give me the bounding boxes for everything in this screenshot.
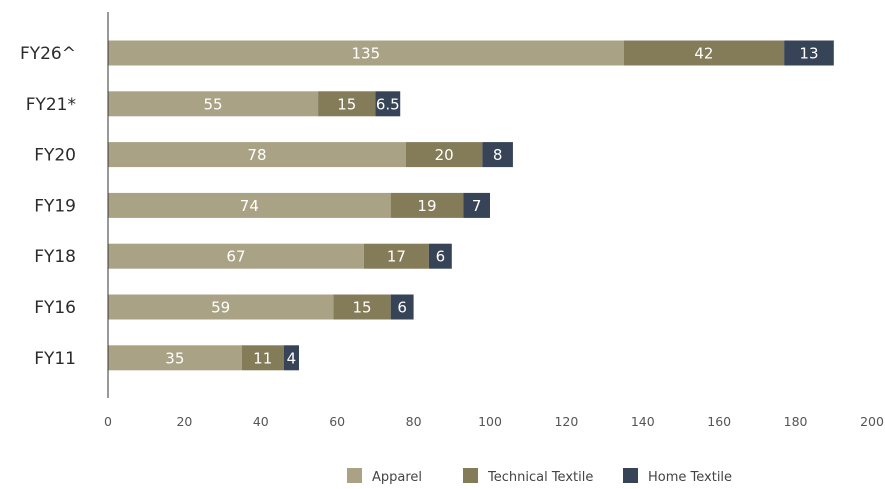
bar-data-label: 19 <box>417 197 436 215</box>
bar-data-label: 7 <box>472 197 482 215</box>
bar-data-label: 6.5 <box>376 95 400 113</box>
category-labels: FY26^ FY21* FY20 FY19 FY18 FY16 FY11 <box>20 44 76 369</box>
bar-data-label: 6 <box>436 248 446 266</box>
bars-layer: 135 42 13 55 15 6.5 78 20 8 74 19 7 67 17 6 59 15 6 35 11 4 <box>108 40 834 371</box>
bar-data-label: 8 <box>493 146 503 164</box>
bar-data-label: 4 <box>287 349 297 367</box>
bar-data-label: 15 <box>352 299 371 317</box>
x-tick-label: 180 <box>784 414 808 429</box>
bar-data-label: 67 <box>226 248 245 266</box>
category-label: FY26^ <box>20 44 76 64</box>
x-tick-label: 160 <box>707 414 731 429</box>
x-tick-label: 120 <box>554 414 578 429</box>
legend-swatch <box>623 468 638 483</box>
x-tick-label: 40 <box>253 414 269 429</box>
bar-segment <box>108 192 391 218</box>
legend-label: Technical Textile <box>487 470 593 485</box>
bar-segment <box>482 142 513 168</box>
bar-data-label: 55 <box>204 95 223 113</box>
bar-segment <box>428 243 452 269</box>
legend-swatch <box>463 468 478 483</box>
category-label: FY11 <box>34 349 76 369</box>
x-tick-label: 200 <box>860 414 884 429</box>
legend: Apparel Technical Textile Home Textile <box>347 468 732 485</box>
bar-segment <box>241 345 284 371</box>
bar-segment <box>318 91 376 117</box>
bar-segment <box>375 91 401 117</box>
bar-data-label: 13 <box>799 45 818 63</box>
bar-segment <box>108 345 242 371</box>
bar-segment <box>333 294 391 320</box>
category-label: FY19 <box>34 196 76 216</box>
category-label: FY16 <box>34 298 76 318</box>
bar-data-label: 74 <box>240 197 259 215</box>
legend-swatch <box>347 468 362 483</box>
x-tick-label: 140 <box>631 414 655 429</box>
bar-segment <box>108 40 624 66</box>
bar-segment <box>108 294 334 320</box>
bar-data-label: 17 <box>387 248 406 266</box>
legend-label: Apparel <box>372 470 422 485</box>
x-tick-label: 20 <box>176 414 192 429</box>
bar-data-label: 15 <box>337 95 356 113</box>
legend-label: Home Textile <box>648 470 732 485</box>
bar-segment <box>623 40 785 66</box>
bar-data-label: 135 <box>352 45 381 63</box>
x-tick-label: 100 <box>478 414 502 429</box>
bar-segment <box>108 243 364 269</box>
x-axis-ticks: 0 20 40 60 80 100 120 140 160 180 200 <box>104 414 884 429</box>
bar-data-label: 35 <box>165 349 184 367</box>
category-label: FY18 <box>34 247 76 267</box>
bar-segment <box>283 345 299 371</box>
x-tick-label: 0 <box>104 414 112 429</box>
bar-segment <box>405 142 483 168</box>
bar-data-label: 42 <box>694 45 713 63</box>
bar-data-label: 6 <box>397 299 407 317</box>
bar-segment <box>390 192 464 218</box>
x-tick-label: 80 <box>406 414 422 429</box>
category-label: FY21* <box>26 95 76 115</box>
bar-segment <box>363 243 429 269</box>
bar-segment <box>784 40 834 66</box>
bar-segment <box>108 142 406 168</box>
bar-data-label: 20 <box>435 146 454 164</box>
bar-segment <box>463 192 490 218</box>
x-tick-label: 60 <box>329 414 345 429</box>
category-label: FY20 <box>34 146 76 166</box>
bar-segment <box>108 91 319 117</box>
bar-data-label: 11 <box>253 349 272 367</box>
bar-segment <box>390 294 414 320</box>
bar-data-label: 59 <box>211 299 230 317</box>
bar-data-label: 78 <box>247 146 266 164</box>
